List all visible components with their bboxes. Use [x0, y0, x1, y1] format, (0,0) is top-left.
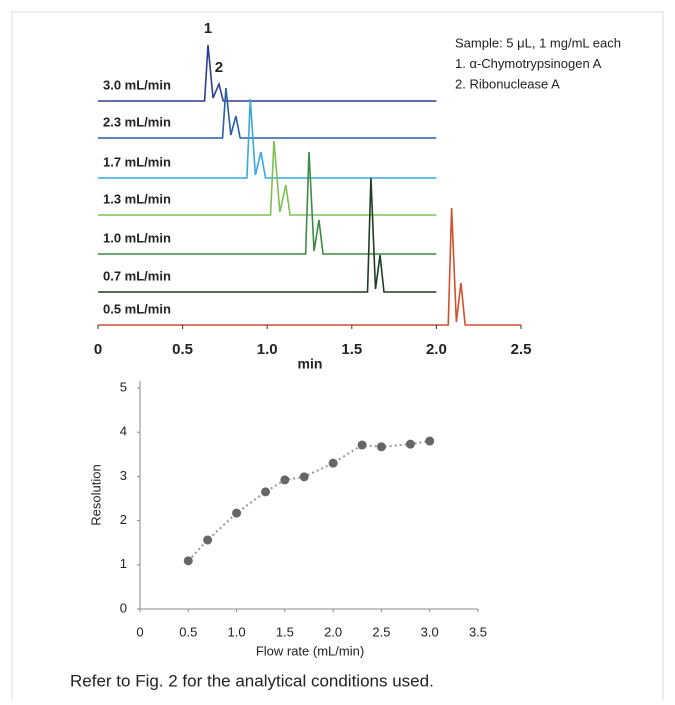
chromatogram-trace	[98, 207, 521, 326]
y-tick-label: 1	[120, 556, 127, 571]
x-tick-label: 2.0	[426, 341, 447, 358]
x-tick-label: 1.5	[341, 341, 362, 358]
chromatogram-trace	[98, 44, 437, 102]
data-point	[232, 508, 242, 518]
peak-label: 1	[204, 20, 212, 37]
data-point	[425, 436, 435, 446]
trend-line	[187, 440, 430, 562]
x-tick-label: 0.5	[179, 624, 197, 639]
y-tick-label: 4	[120, 424, 127, 439]
data-point	[405, 439, 415, 449]
x-tick-label: 3.5	[469, 624, 487, 639]
x-tick-label: 0	[94, 341, 102, 358]
x-tick-label: 2.0	[324, 624, 342, 639]
data-point	[357, 440, 367, 450]
frame	[11, 11, 664, 705]
x-axis-label: Flow rate (mL/min)	[256, 643, 364, 658]
x-axis-label: min	[298, 356, 323, 372]
trace-label: 2.3 mL/min	[103, 114, 171, 129]
data-point	[376, 442, 386, 452]
trace-label: 1.0 mL/min	[103, 230, 171, 245]
chromatogram-trace	[98, 151, 437, 255]
chromatogram-trace	[98, 87, 437, 139]
data-point	[261, 487, 271, 497]
x-tick-label: 2.5	[372, 624, 390, 639]
y-tick-label: 2	[120, 512, 127, 527]
peak-label: 2	[215, 59, 223, 76]
trace-label: 0.7 mL/min	[103, 268, 171, 283]
x-tick-label: 2.5	[511, 341, 532, 358]
y-tick-label: 0	[120, 600, 127, 615]
x-tick-label: 0.5	[172, 341, 193, 358]
footnote: Refer to Fig. 2 for the analytical condi…	[70, 671, 434, 690]
legend-text: 1. α-Chymotrypsinogen A	[455, 56, 602, 71]
x-tick-label: 3.0	[421, 624, 439, 639]
data-point	[328, 458, 338, 468]
legend-text: 2. Ribonuclease A	[455, 76, 560, 91]
data-point	[203, 535, 213, 545]
trace-label: 1.3 mL/min	[103, 191, 171, 206]
y-tick-label: 3	[120, 468, 127, 483]
trace-label: 3.0 mL/min	[103, 77, 171, 92]
data-point	[299, 472, 309, 482]
chromatogram-trace	[98, 98, 437, 179]
x-tick-label: 1.0	[257, 341, 278, 358]
legend-text: Sample: 5 μL, 1 mg/mL each	[455, 35, 621, 50]
data-point	[183, 556, 193, 566]
trace-label: 1.7 mL/min	[103, 154, 171, 169]
chromatogram-trace	[98, 177, 437, 293]
chromatogram-trace	[98, 140, 437, 216]
x-tick-label: 1.0	[228, 624, 246, 639]
x-tick-label: 0	[136, 624, 143, 639]
y-tick-label: 5	[120, 379, 127, 394]
y-axis-label: Resolution	[88, 464, 103, 525]
trace-label: 0.5 mL/min	[103, 301, 171, 316]
data-point	[280, 475, 290, 485]
x-tick-label: 1.5	[276, 624, 294, 639]
